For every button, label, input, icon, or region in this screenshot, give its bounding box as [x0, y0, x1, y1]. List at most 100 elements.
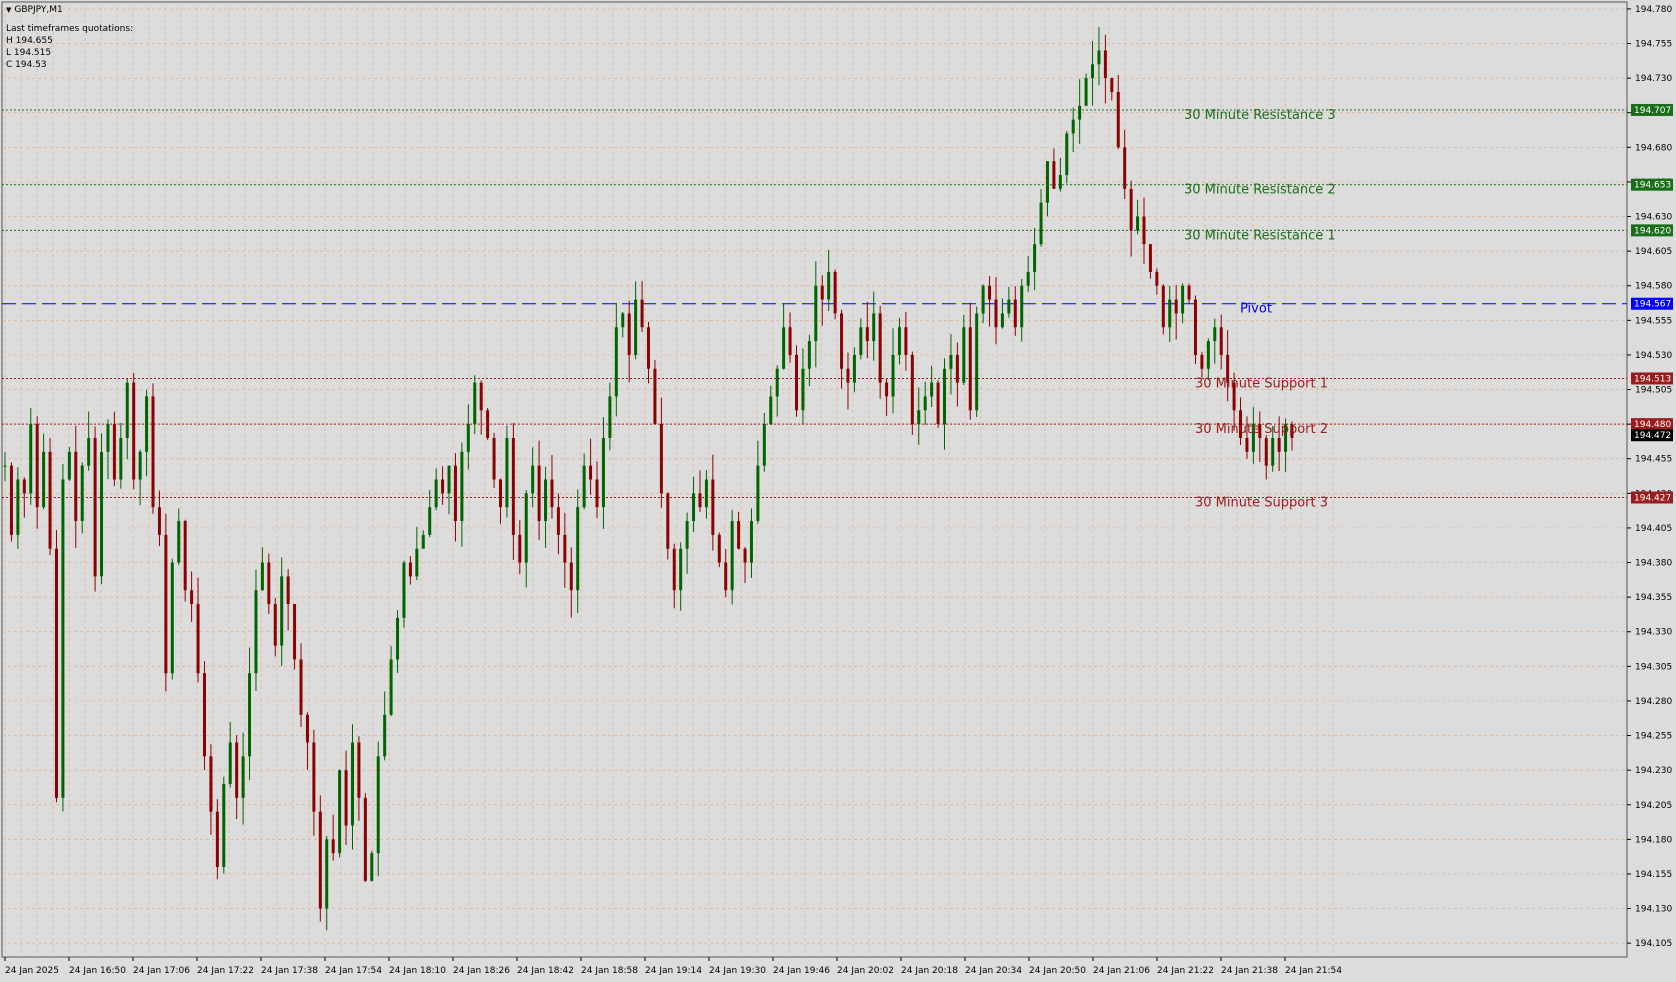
- candle-body: [711, 479, 715, 535]
- y-tick-label: 194.730: [1635, 74, 1672, 84]
- y-tick-label: 194.205: [1635, 801, 1672, 811]
- candle-body: [344, 770, 348, 826]
- candle-body: [325, 839, 329, 909]
- candle-body: [428, 507, 432, 535]
- symbol-header[interactable]: ▼ GBPJPY,M1: [6, 4, 133, 16]
- candle-body: [1110, 78, 1114, 92]
- candle-body: [22, 479, 26, 494]
- candle-body: [331, 839, 335, 854]
- candle-body: [1026, 271, 1030, 286]
- chart-info-panel: ▼ GBPJPY,M1 Last timeframes quotations: …: [6, 4, 133, 71]
- candle-body: [698, 493, 702, 508]
- candle-body: [743, 548, 747, 563]
- candle-body: [1129, 188, 1133, 231]
- candle-body: [1232, 382, 1236, 411]
- level-price-tag: [1631, 297, 1673, 310]
- y-tick-label: 194.380: [1635, 559, 1672, 569]
- candle-body: [215, 811, 219, 868]
- candle-body: [891, 354, 895, 397]
- chevron-down-icon[interactable]: ▼: [6, 6, 12, 14]
- candle-body: [479, 382, 483, 411]
- candle-body: [466, 424, 470, 452]
- candle-body: [460, 451, 464, 522]
- candle-body: [415, 548, 419, 577]
- candle-body: [788, 327, 792, 355]
- candle-body: [1277, 437, 1281, 452]
- candle-body: [112, 424, 116, 480]
- x-tick-label: 24 Jan 17:22: [197, 966, 254, 976]
- x-tick-label: 24 Jan 17:06: [133, 966, 190, 976]
- candle-body: [125, 382, 129, 438]
- candle-body: [1000, 313, 1004, 328]
- level-price-label: 194.567: [1634, 300, 1671, 310]
- candle-body: [228, 742, 232, 784]
- candle-body: [782, 327, 786, 369]
- candle-body: [1258, 424, 1262, 438]
- y-tick-label: 194.155: [1635, 870, 1672, 880]
- candle-body: [350, 742, 354, 826]
- candle-body: [730, 521, 734, 591]
- candle-body: [138, 451, 142, 480]
- candle-body: [1226, 354, 1230, 383]
- candle-body: [183, 521, 187, 591]
- candle-body: [48, 451, 52, 549]
- candle-body: [16, 479, 20, 535]
- current-price-label: 194.472: [1634, 431, 1671, 441]
- plot-frame: [1, 1, 1628, 958]
- candle-body: [299, 659, 303, 715]
- candle-body: [820, 285, 824, 300]
- level-price-tag: [1631, 103, 1673, 116]
- candle-body: [106, 424, 110, 452]
- candle-body: [910, 354, 914, 425]
- x-tick-label: 24 Jan 16:50: [69, 966, 126, 976]
- candle-body: [1097, 50, 1101, 65]
- candle-body: [498, 479, 502, 508]
- candle-body: [679, 548, 683, 591]
- candle-body: [872, 313, 876, 342]
- candle-body: [1071, 119, 1075, 134]
- candle-body: [647, 327, 650, 369]
- candle-body: [190, 590, 194, 605]
- candle-body: [968, 327, 972, 411]
- candle-body: [975, 313, 979, 411]
- candle-body: [589, 465, 593, 480]
- candle-body: [659, 424, 663, 494]
- candle-body: [363, 797, 367, 881]
- x-tick-label: 24 Jan 18:26: [453, 966, 510, 976]
- candle-body: [672, 548, 676, 591]
- candle-body: [61, 479, 65, 798]
- candle-body: [614, 327, 618, 397]
- candle-body: [1271, 437, 1275, 466]
- y-tick-label: 194.255: [1635, 732, 1672, 742]
- x-tick-label: 24 Jan 18:58: [581, 966, 638, 976]
- candle-body: [447, 465, 451, 494]
- y-tick-label: 194.680: [1635, 143, 1672, 153]
- candle-body: [556, 507, 560, 535]
- candle-body: [885, 382, 889, 397]
- candle-body: [119, 437, 123, 480]
- candle-body: [775, 368, 779, 397]
- candle-body: [54, 548, 58, 798]
- level-price-label: 194.513: [1634, 374, 1671, 384]
- quote-high: H 194.655: [6, 36, 53, 46]
- candle-body: [749, 521, 753, 563]
- symbol-label: GBPJPY,M1: [14, 5, 63, 15]
- candle-body: [505, 437, 509, 508]
- candle-body: [74, 451, 78, 522]
- candle-body: [67, 451, 71, 480]
- candle-body: [93, 437, 97, 577]
- y-tick-label: 194.555: [1635, 316, 1672, 326]
- candle-body: [1181, 285, 1185, 314]
- candle-body: [260, 562, 264, 591]
- level-price-tag: [1631, 224, 1673, 237]
- candle-body: [666, 493, 670, 549]
- candle-body: [704, 479, 708, 508]
- candle-body: [100, 451, 104, 577]
- candle-body: [1045, 161, 1049, 203]
- candle-body: [692, 493, 696, 522]
- candle-body: [846, 368, 850, 383]
- candle-body: [1007, 299, 1011, 314]
- candle-body: [769, 396, 773, 425]
- candle-body: [209, 756, 213, 812]
